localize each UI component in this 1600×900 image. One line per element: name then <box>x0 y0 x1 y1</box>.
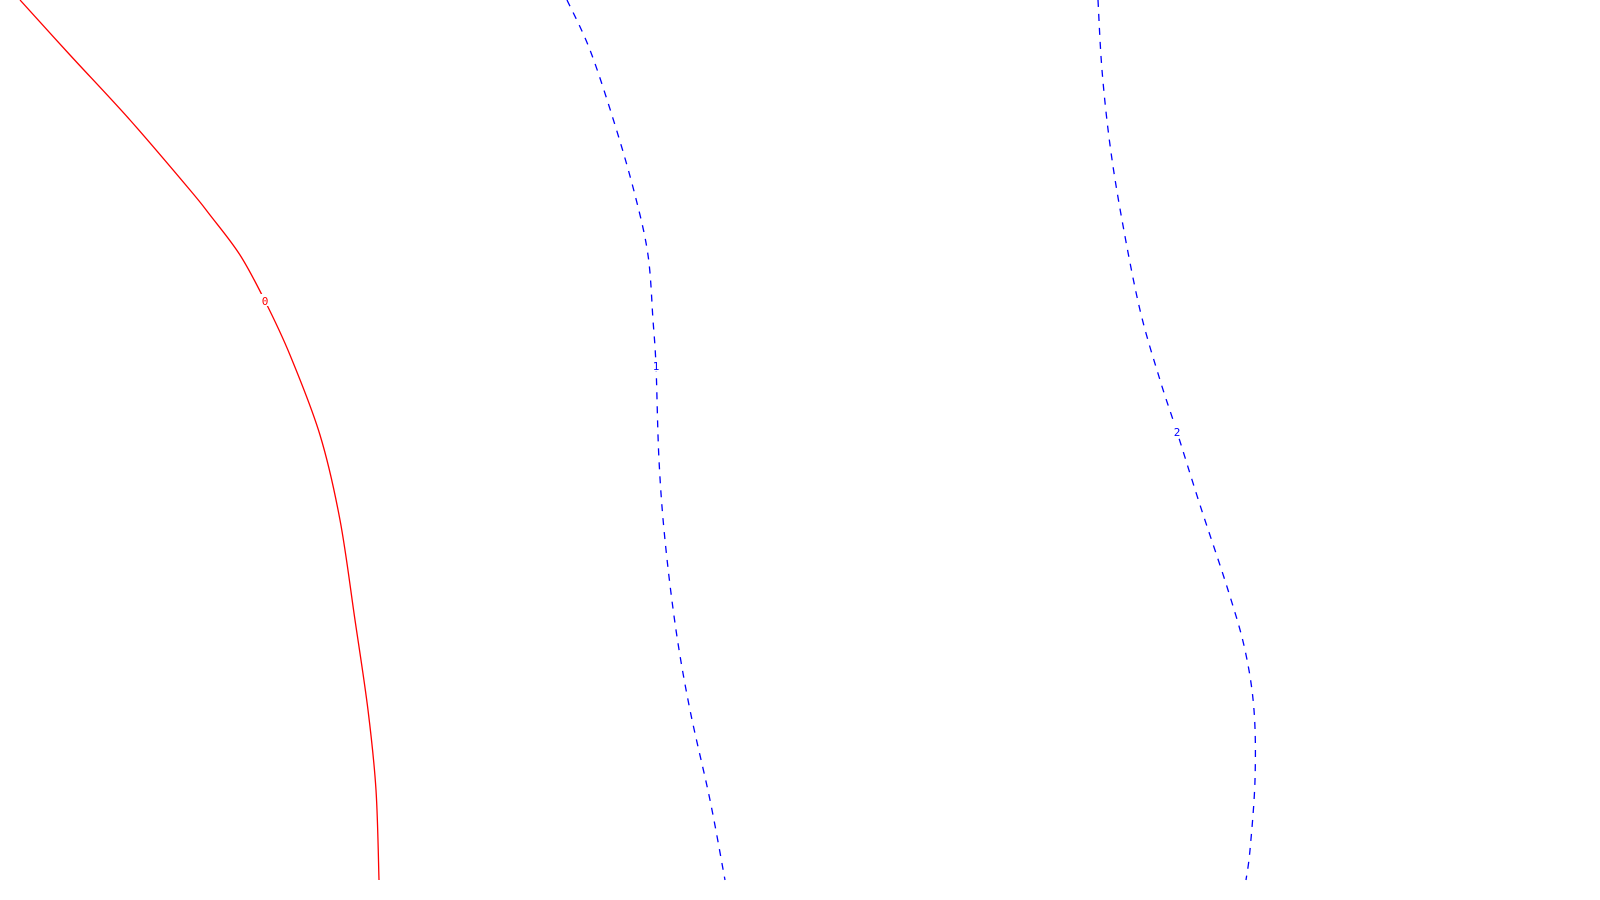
contour-line-group-2: 2 <box>1097 0 1257 881</box>
contour-line-2 <box>1097 0 1257 881</box>
contour-label-2: 2 <box>1174 426 1181 439</box>
contour-line-group-0: 0 <box>19 0 380 881</box>
contour-line-0 <box>19 0 380 881</box>
contour-label-0: 0 <box>262 295 269 308</box>
contour-line-1 <box>566 0 726 881</box>
contour-label-bg-1 <box>651 359 661 371</box>
contour-label-bg-0 <box>260 294 270 306</box>
contour-label-1: 1 <box>653 360 660 373</box>
contour-line-group-1: 1 <box>566 0 726 881</box>
contour-label-bg-2 <box>1172 425 1182 437</box>
